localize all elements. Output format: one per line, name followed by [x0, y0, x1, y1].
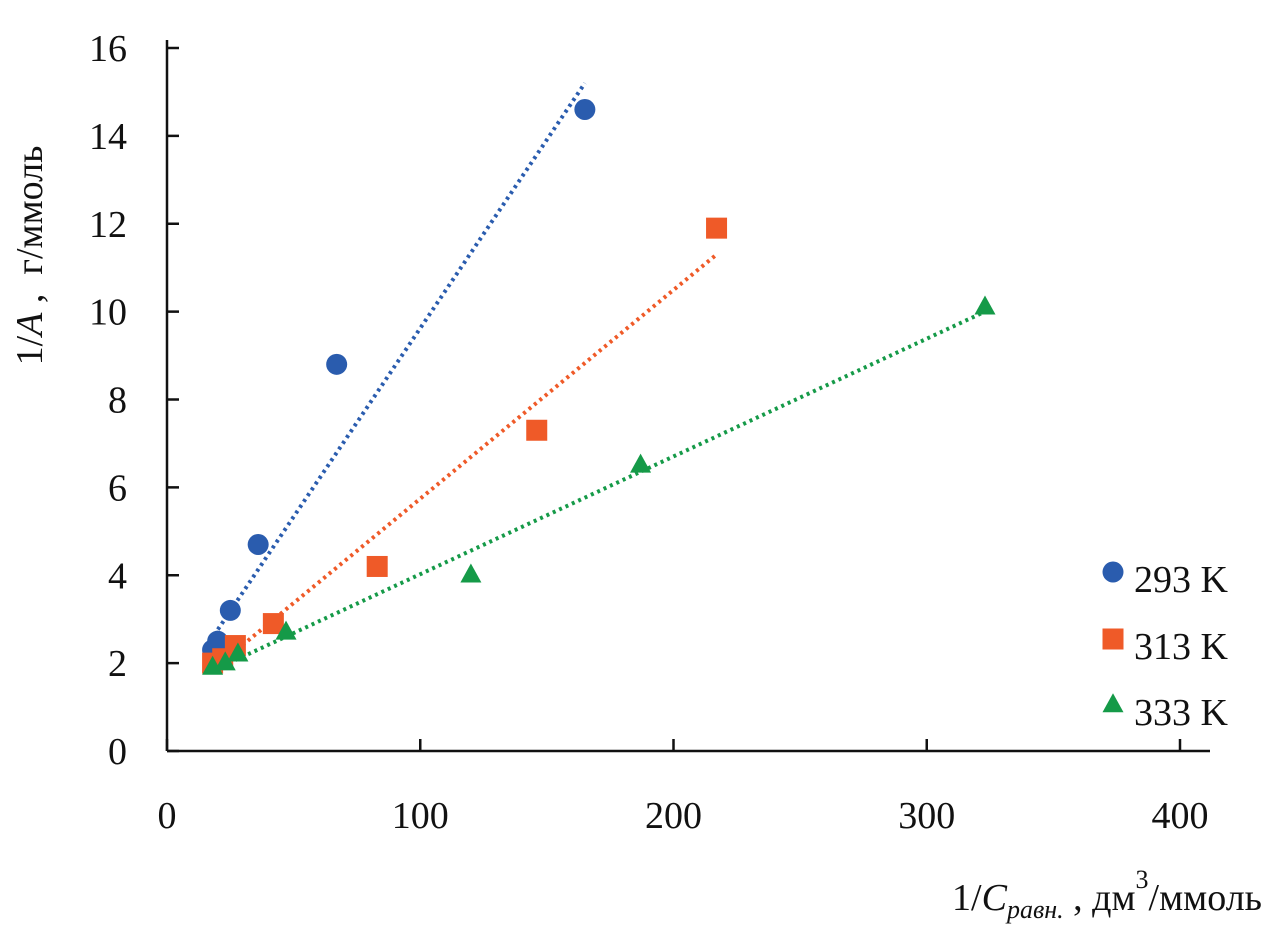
y-tick-label: 14: [89, 116, 127, 158]
y-tick-label: 16: [89, 28, 127, 70]
trendlines: [208, 82, 986, 674]
data-points: [202, 99, 996, 675]
data-point-293-k: [207, 630, 229, 652]
data-point-333-k: [630, 453, 652, 473]
legend-marker-333-k: [1102, 693, 1124, 713]
legend-marker-293-k: [1102, 561, 1124, 583]
trendline-313-k: [208, 252, 718, 674]
y-tick-label: 4: [108, 555, 127, 597]
data-point-333-k: [214, 651, 236, 671]
y-axis-label-unit: , г/ммоль: [9, 146, 51, 313]
data-point-313-k: [526, 419, 548, 441]
y-axis-label-symbol: A: [9, 312, 51, 339]
ticks: 0 2 4 6 8 10 12 14 16 0 100 200 300 400: [89, 28, 1209, 837]
data-point-333-k: [227, 642, 249, 662]
legend: 293 K 313 K 333 K: [1102, 559, 1229, 734]
data-point-333-k: [974, 295, 996, 315]
x-axis-label-unit-post: /ммоль: [1149, 877, 1262, 919]
y-axis-label-prefix: 1/: [9, 335, 51, 365]
y-tick-label: 10: [89, 292, 127, 334]
x-tick-label: 200: [645, 795, 702, 837]
y-axis-label: 1/A , г/ммоль: [9, 117, 51, 413]
data-point-293-k: [219, 599, 241, 621]
data-point-313-k: [706, 217, 728, 239]
trendline-293-k: [208, 82, 587, 643]
x-axis-label-prefix: 1/: [952, 877, 982, 919]
legend-marker-313-k: [1102, 628, 1124, 650]
x-tick-label: 0: [158, 795, 177, 837]
data-point-313-k: [262, 613, 284, 635]
x-axis-label-unit-sup: 3: [1136, 865, 1149, 894]
x-tick-label: 100: [392, 795, 449, 837]
x-axis-label-symbol: C: [982, 877, 1008, 919]
x-axis-label-subscript: равн.: [1005, 895, 1064, 924]
x-axis-label: 1/Cравн. , дм3/ммоль: [952, 865, 1262, 924]
x-tick-label: 300: [898, 795, 955, 837]
trendline-333-k: [209, 309, 986, 674]
axes: [165, 40, 1210, 753]
y-tick-label: 6: [108, 467, 127, 509]
x-tick-label: 400: [1152, 795, 1209, 837]
y-tick-label: 12: [89, 204, 127, 246]
data-point-333-k: [460, 563, 482, 583]
legend-label: 333 K: [1134, 692, 1229, 734]
legend-label: 293 K: [1134, 559, 1229, 601]
y-tick-label: 2: [108, 643, 127, 685]
y-tick-label: 0: [108, 731, 127, 773]
data-point-313-k: [366, 555, 388, 577]
legend-label: 313 K: [1134, 626, 1229, 668]
data-point-293-k: [247, 533, 269, 555]
data-point-293-k: [326, 353, 348, 375]
x-axis-label-unit-pre: , дм: [1064, 877, 1136, 919]
data-point-333-k: [275, 620, 297, 640]
y-tick-label: 8: [108, 380, 127, 422]
data-point-293-k: [574, 99, 596, 121]
